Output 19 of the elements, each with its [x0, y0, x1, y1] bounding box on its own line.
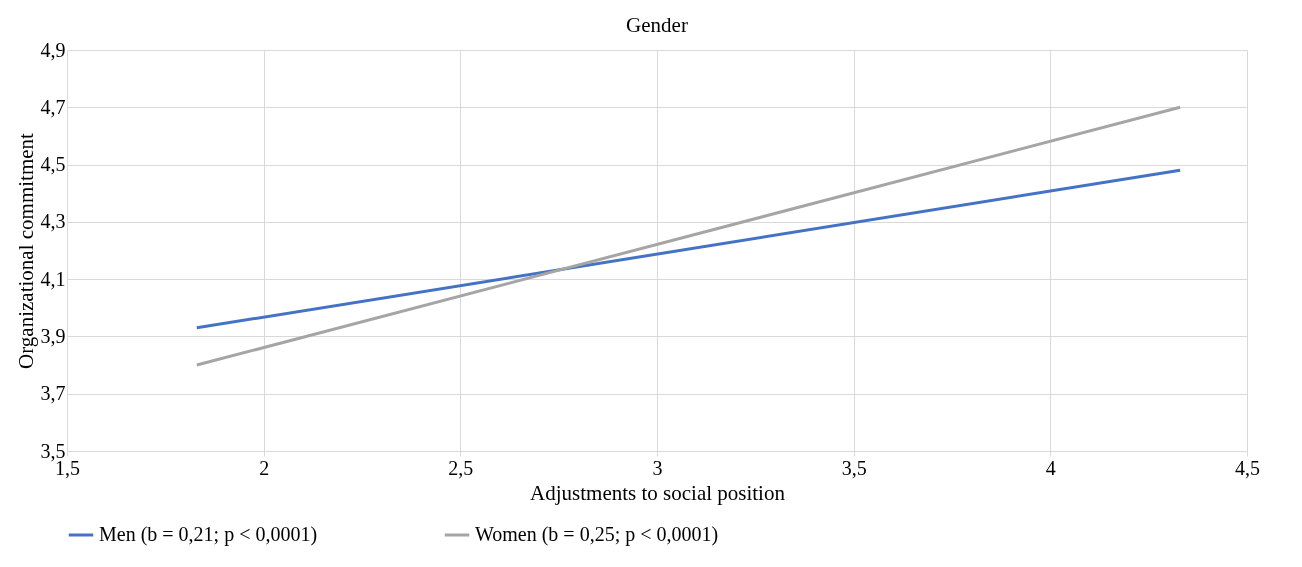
x-tick-label: 2,5 [448, 456, 474, 479]
y-tick-label: 4,3 [40, 210, 66, 233]
x-tick-label: 4 [1045, 456, 1056, 479]
x-axis-title: Adjustments to social position [530, 480, 786, 505]
x-tick-label: 3 [652, 456, 663, 479]
y-tick-label: 4,7 [40, 95, 66, 118]
y-axis-title: Organizational commitment [13, 132, 38, 369]
x-tick-label: 2 [259, 456, 270, 479]
legend-label: Women (b = 0,25; p < 0,0001) [475, 523, 719, 546]
y-tick-label: 4,9 [40, 38, 66, 61]
y-tick-label: 3,9 [40, 324, 66, 347]
y-tick-label: 4,5 [40, 153, 66, 176]
chart-title: Gender [626, 13, 688, 37]
x-tick-label: 4,5 [1235, 456, 1260, 479]
y-tick-label: 3,5 [40, 439, 66, 462]
y-tick-label: 3,7 [40, 382, 66, 405]
x-tick-label: 3,5 [841, 456, 867, 479]
y-tick-label: 4,1 [40, 267, 66, 290]
legend-label: Men (b = 0,21; p < 0,0001) [99, 523, 318, 546]
